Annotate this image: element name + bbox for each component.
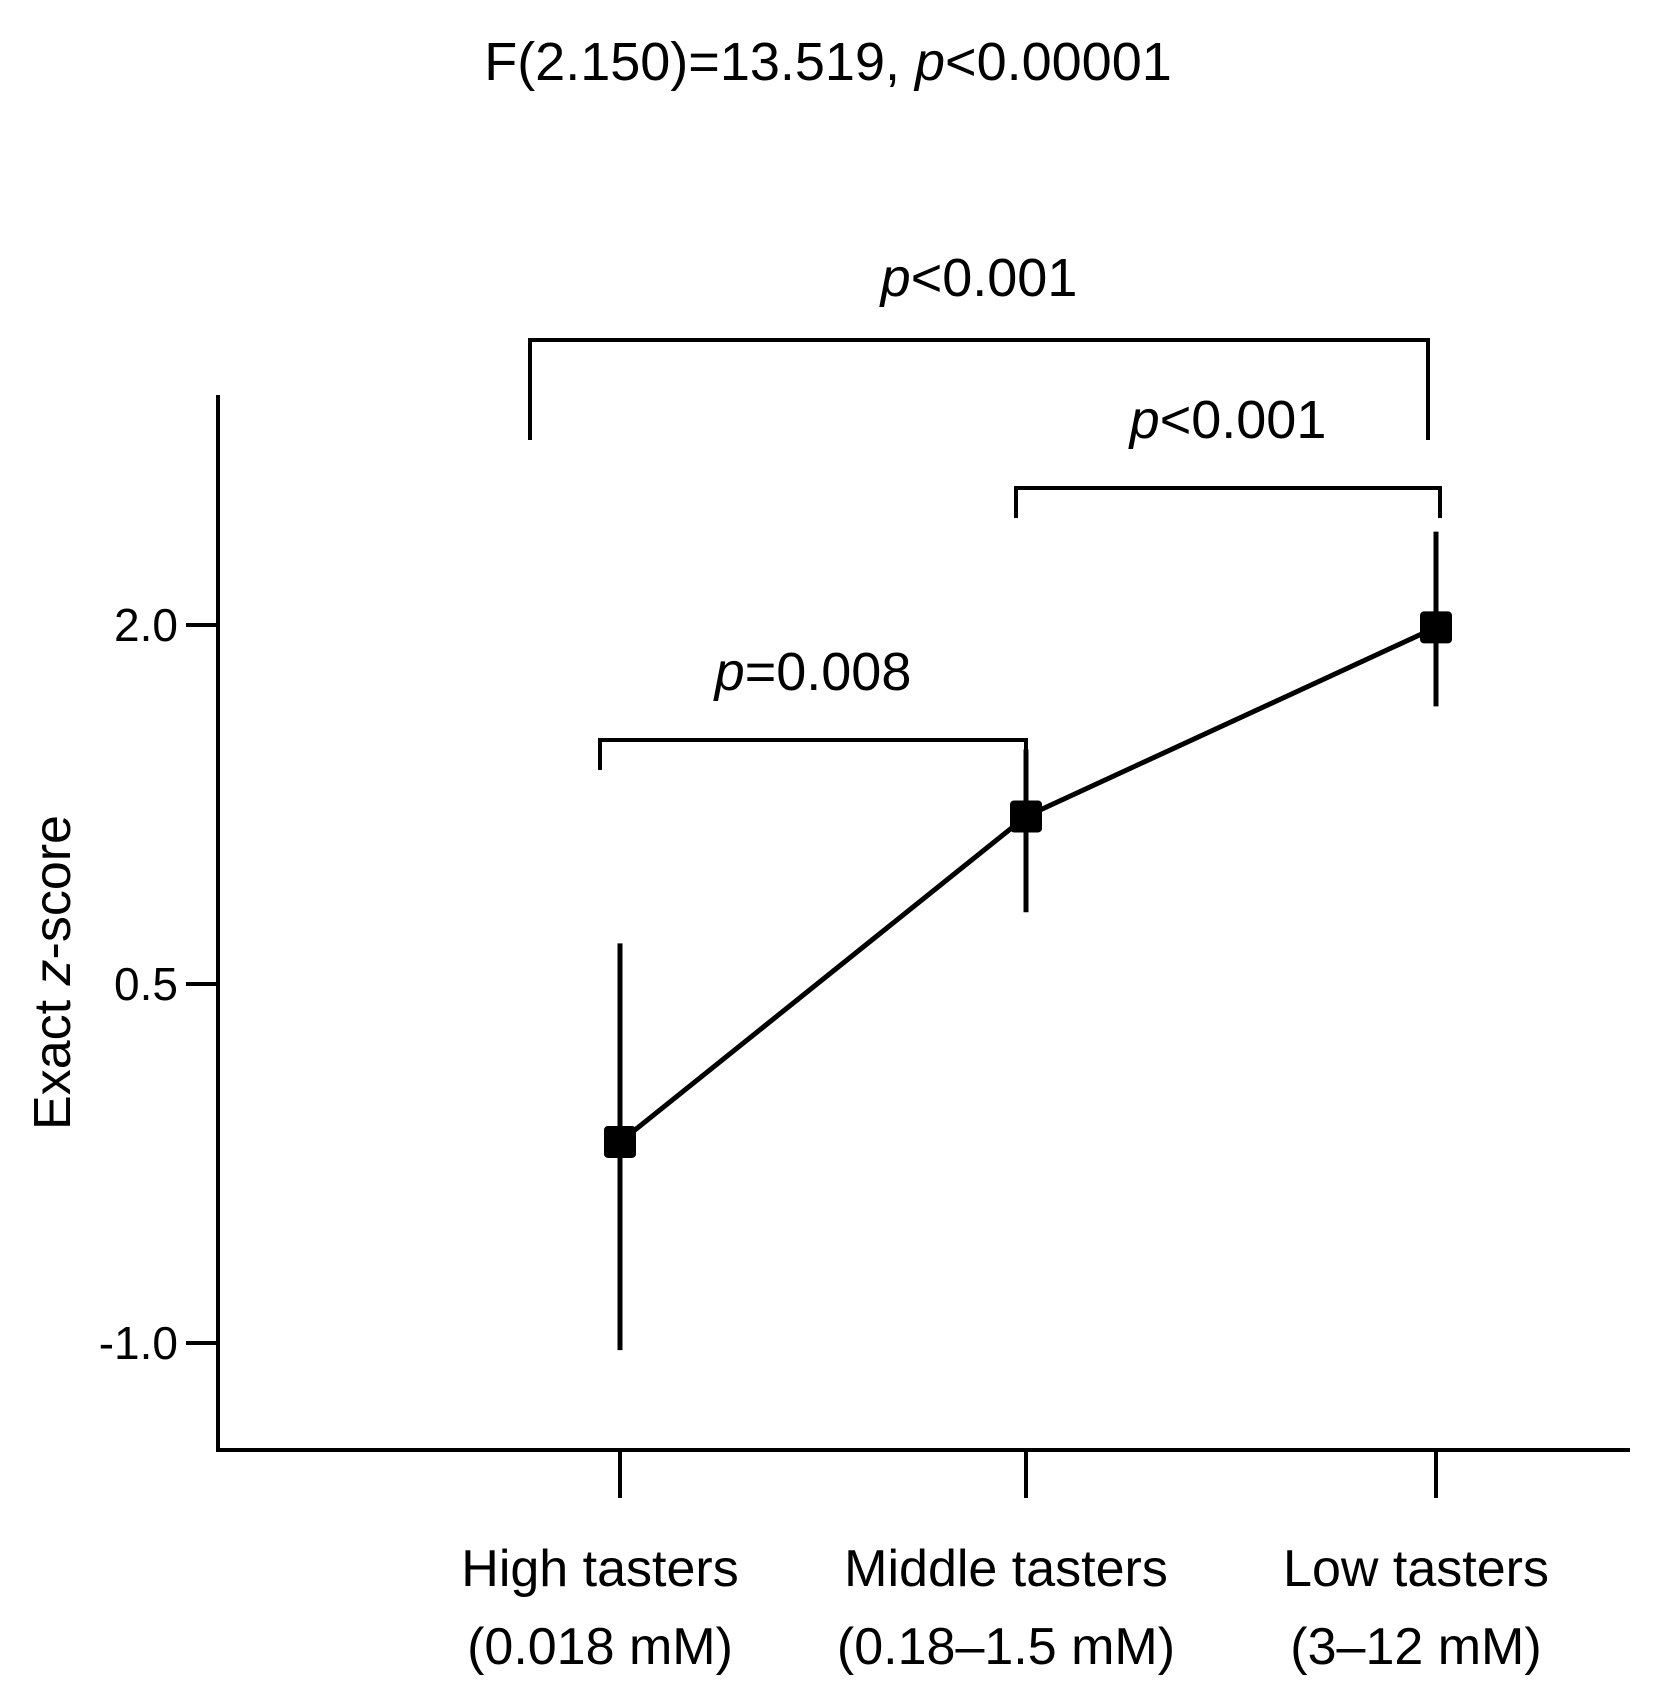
y-tick-label: 2.0 (114, 599, 178, 651)
significance-label: p=0.008 (713, 642, 912, 702)
data-point (1420, 611, 1452, 644)
data-point (1010, 800, 1042, 833)
x-tick-sublabel: (0.018 mM) (467, 1618, 733, 1676)
significance-bracket (1014, 486, 1442, 518)
x-tick-label: High tasters (461, 1540, 738, 1598)
chart-title: F(2.150)=13.519, p<0.00001 (484, 32, 1172, 92)
significance-bracket (528, 338, 1430, 440)
significance-label: p<0.001 (879, 248, 1078, 308)
significance-bracket (598, 738, 1028, 770)
x-tick-sublabel: (3–12 mM) (1290, 1618, 1541, 1676)
significance-label: p<0.001 (1128, 390, 1327, 450)
data-point (604, 1125, 636, 1158)
x-tick-label: Middle tasters (844, 1540, 1168, 1598)
x-tick-label: Low tasters (1283, 1540, 1549, 1598)
x-tick-sublabel: (0.18–1.5 mM) (837, 1618, 1175, 1676)
y-tick-label: -1.0 (99, 1317, 178, 1369)
y-tick-label: 0.5 (114, 958, 178, 1010)
y-axis-label: Exact z-score (24, 815, 82, 1130)
